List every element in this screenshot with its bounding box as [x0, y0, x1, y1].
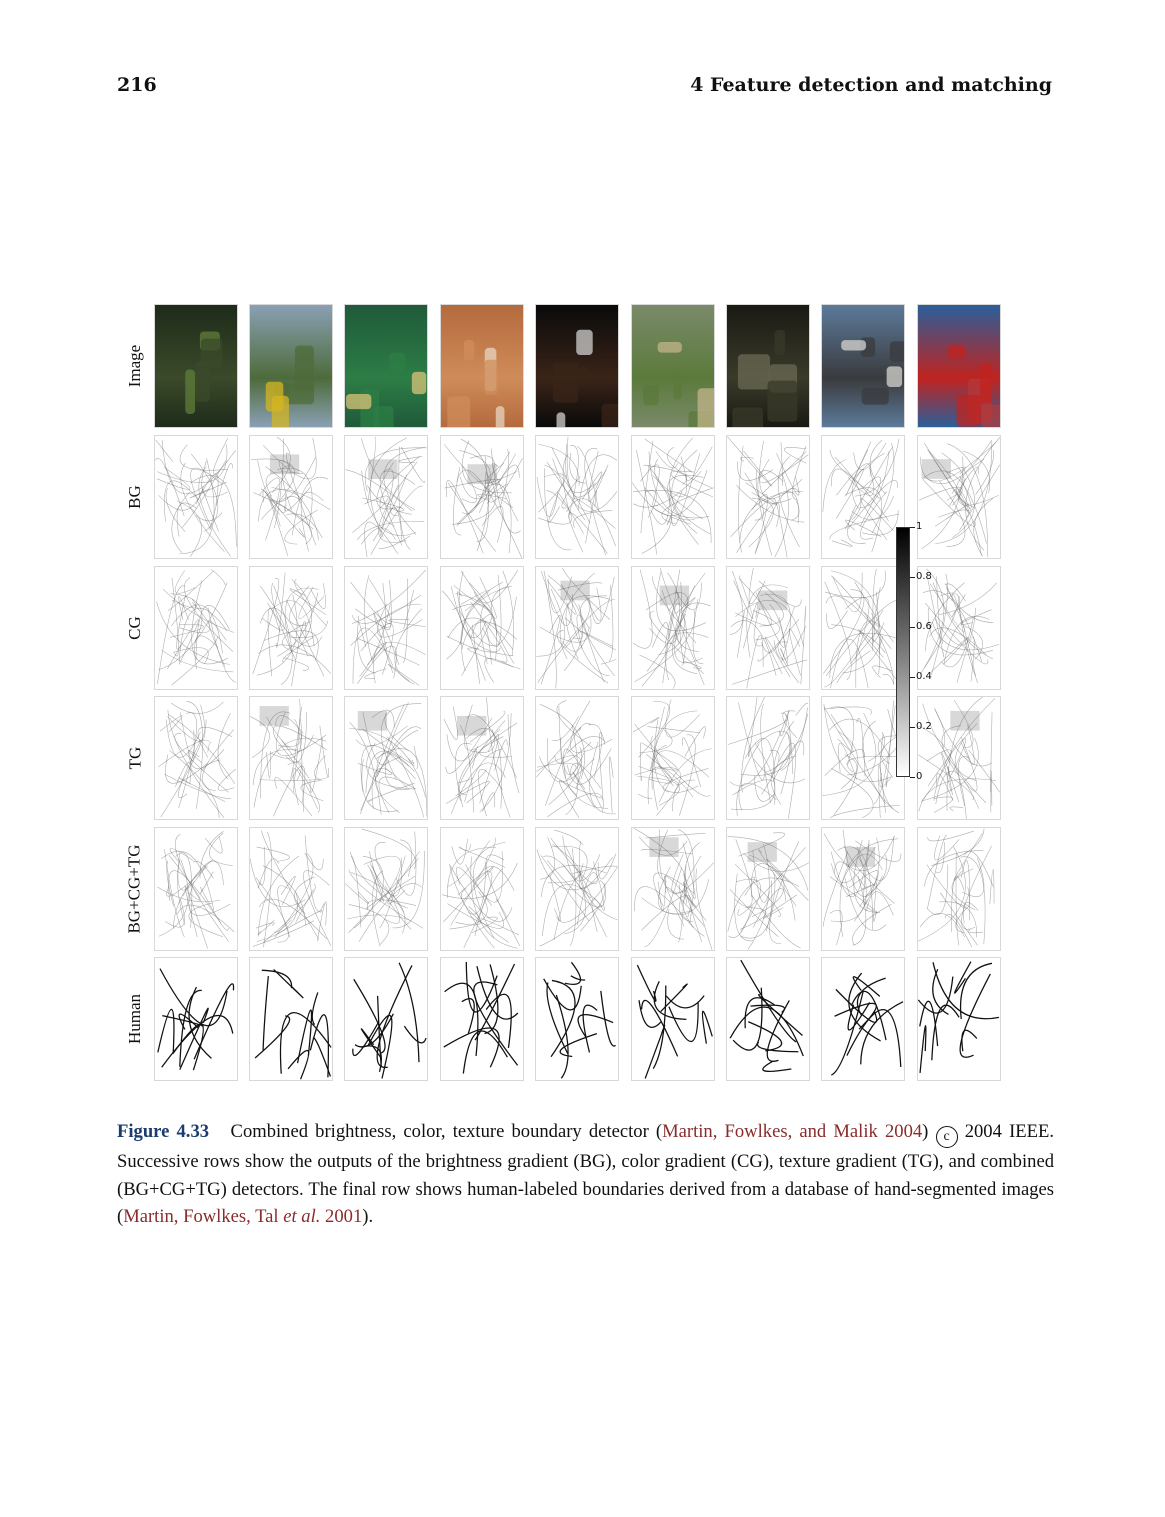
citation-authors: Martin, Fowlkes, Tal [123, 1206, 284, 1227]
row-label-text: BG+CG+TG [125, 844, 145, 934]
citation-link[interactable]: Martin, Fowlkes, Tal et al. 2001 [123, 1206, 362, 1227]
colorbar-tick [910, 527, 915, 528]
colorbar: 1 0.8 0.6 0.4 0.2 0 [896, 521, 940, 782]
row-label: Human [120, 957, 150, 1081]
edge-map-soldier [631, 827, 715, 951]
edge-map-pole-fisher [249, 827, 333, 951]
colorbar-tick [910, 627, 915, 628]
edge-map-tiki-statues [154, 957, 238, 1081]
edge-map-portrait [535, 957, 619, 1081]
edge-map-tiki-statues [154, 696, 238, 820]
copyright-icon: c [935, 1126, 958, 1148]
row-label-text: TG [124, 746, 144, 770]
page-number: 216 [117, 74, 157, 96]
edge-map-rowboat [821, 435, 905, 559]
row-label-text: Human [125, 993, 145, 1045]
colorbar-tick [910, 727, 915, 728]
edge-map-mushroom [344, 827, 428, 951]
row-label: CG [120, 566, 150, 690]
edge-map-tower-flowers [917, 566, 1001, 690]
row-label: BG [120, 435, 150, 559]
photo-stone-idol [726, 304, 810, 428]
edge-map-tiki-statues [154, 435, 238, 559]
edge-map-portrait [535, 566, 619, 690]
row-label-text: BG [125, 485, 144, 509]
edge-map-soldier [631, 566, 715, 690]
edge-map-rowboat [821, 696, 905, 820]
edge-map-rowboat [821, 566, 905, 690]
edge-map-tower-flowers [917, 696, 1001, 820]
edge-map-stone-idol [726, 827, 810, 951]
colorbar-tick [910, 577, 915, 578]
edge-map-pole-fisher [249, 435, 333, 559]
chapter-title: 4 Feature detection and matching [690, 74, 1052, 96]
photo-rowboat [821, 304, 905, 428]
edge-map-pole-fisher [249, 696, 333, 820]
photo-tiki-statues [154, 304, 238, 428]
colorbar-gradient [896, 527, 910, 777]
edge-map-water-carrier [440, 827, 524, 951]
edge-map-stone-idol [726, 566, 810, 690]
photo-portrait [535, 304, 619, 428]
figure-label: Figure 4.33 [117, 1121, 210, 1142]
colorbar-tick [910, 677, 915, 678]
caption-text: Combined brightness, color, texture boun… [230, 1121, 663, 1142]
edge-map-water-carrier [440, 435, 524, 559]
row-label: Image [120, 304, 150, 428]
caption-text: ) [922, 1121, 929, 1142]
edge-map-mushroom [344, 696, 428, 820]
edge-map-portrait [535, 696, 619, 820]
edge-map-rowboat [821, 827, 905, 951]
edge-map-portrait [535, 435, 619, 559]
edge-map-mushroom [344, 566, 428, 690]
row-label: BG+CG+TG [120, 827, 150, 951]
citation-link[interactable]: Martin, Fowlkes, and Malik 2004 [662, 1121, 923, 1142]
edge-map-pole-fisher [249, 566, 333, 690]
edge-map-stone-idol [726, 435, 810, 559]
edge-map-soldier [631, 435, 715, 559]
row-label-text: Image [125, 344, 145, 388]
colorbar-tick-label: 0.4 [916, 671, 932, 682]
edge-map-mushroom [344, 957, 428, 1081]
figure-caption: Figure 4.33 Combined brightness, color, … [117, 1118, 1054, 1231]
colorbar-tick-label: 0.6 [916, 621, 932, 632]
page-header: 216 4 Feature detection and matching [117, 74, 1052, 100]
colorbar-tick-label: 0.8 [916, 571, 932, 582]
edge-map-soldier [631, 696, 715, 820]
edge-map-tower-flowers [917, 827, 1001, 951]
colorbar-tick-label: 0.2 [916, 721, 932, 732]
colorbar-tick [910, 777, 915, 778]
edge-map-rowboat [821, 957, 905, 1081]
citation-etal: et al. [283, 1206, 321, 1227]
edge-map-pole-fisher [249, 957, 333, 1081]
photo-soldier [631, 304, 715, 428]
boundary-detector-figure: Image BG CG TG BG+CG+TG Human [120, 304, 1060, 1086]
edge-map-stone-idol [726, 696, 810, 820]
photo-pole-fisher [249, 304, 333, 428]
edge-map-water-carrier [440, 566, 524, 690]
photo-mushroom [344, 304, 428, 428]
edge-map-tiki-statues [154, 827, 238, 951]
edge-map-soldier [631, 957, 715, 1081]
edge-map-stone-idol [726, 957, 810, 1081]
photo-tower-flowers [917, 304, 1001, 428]
edge-map-water-carrier [440, 696, 524, 820]
edge-map-tower-flowers [917, 957, 1001, 1081]
edge-map-tiki-statues [154, 566, 238, 690]
edge-map-portrait [535, 827, 619, 951]
edge-map-mushroom [344, 435, 428, 559]
row-label: TG [120, 696, 150, 820]
colorbar-tick-label: 0 [916, 771, 923, 782]
edge-map-tower-flowers [917, 435, 1001, 559]
caption-text: ). [362, 1206, 374, 1227]
caption-text: 2004 IEEE. Successive rows show the outp… [117, 1121, 1054, 1227]
row-label-text: CG [125, 616, 144, 640]
edge-map-water-carrier [440, 957, 524, 1081]
colorbar-tick-label: 1 [916, 521, 923, 532]
photo-water-carrier [440, 304, 524, 428]
citation-year: 2001 [320, 1206, 363, 1227]
